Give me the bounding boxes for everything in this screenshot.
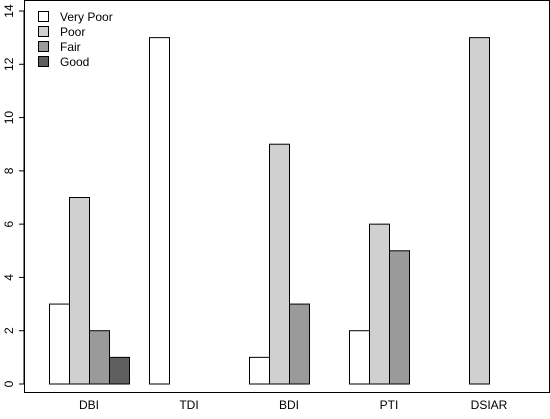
legend-swatch [38,11,49,22]
y-tick-label: 0 [2,380,16,387]
x-category-label: TDI [179,398,198,412]
legend-label: Poor [60,25,85,39]
bar-bdi-very-poor [249,356,270,385]
x-category-label: DBI [79,398,99,412]
bar-bdi-fair [289,303,310,385]
legend-label: Fair [60,40,81,54]
y-tick-label: 8 [2,167,16,174]
bar-pti-poor [369,223,390,385]
bar-pti-very-poor [349,330,370,385]
bar-bdi-poor [269,143,290,385]
y-tick-label: 6 [2,220,16,227]
y-tick-label: 10 [2,111,16,125]
y-tick-label: 12 [2,57,16,71]
legend-swatch [38,56,49,67]
x-axis-labels: DBI TDI BDI PTI DSIAR [79,398,508,412]
y-tick-label: 2 [2,327,16,334]
bar-tdi-very-poor [149,37,170,385]
y-tick-label: 14 [2,4,16,18]
legend-swatch [38,26,49,37]
bar-dbi-good [109,356,130,385]
legend-swatch [38,41,49,52]
legend-label: Very Poor [60,10,113,24]
bar-dsiar-poor [469,37,490,385]
y-tick-label: 4 [2,274,16,281]
bar-pti-fair [389,250,410,385]
legend-label: Good [60,55,89,69]
bar-dbi-fair [89,330,110,385]
bars-group [49,37,490,385]
bar-dbi-poor [69,197,90,385]
x-category-label: DSIAR [471,398,508,412]
x-category-label: PTI [380,398,399,412]
bar-dbi-very-poor [49,303,70,385]
y-axis: 0 2 4 6 8 10 12 14 [2,4,25,387]
x-category-label: BDI [279,398,299,412]
